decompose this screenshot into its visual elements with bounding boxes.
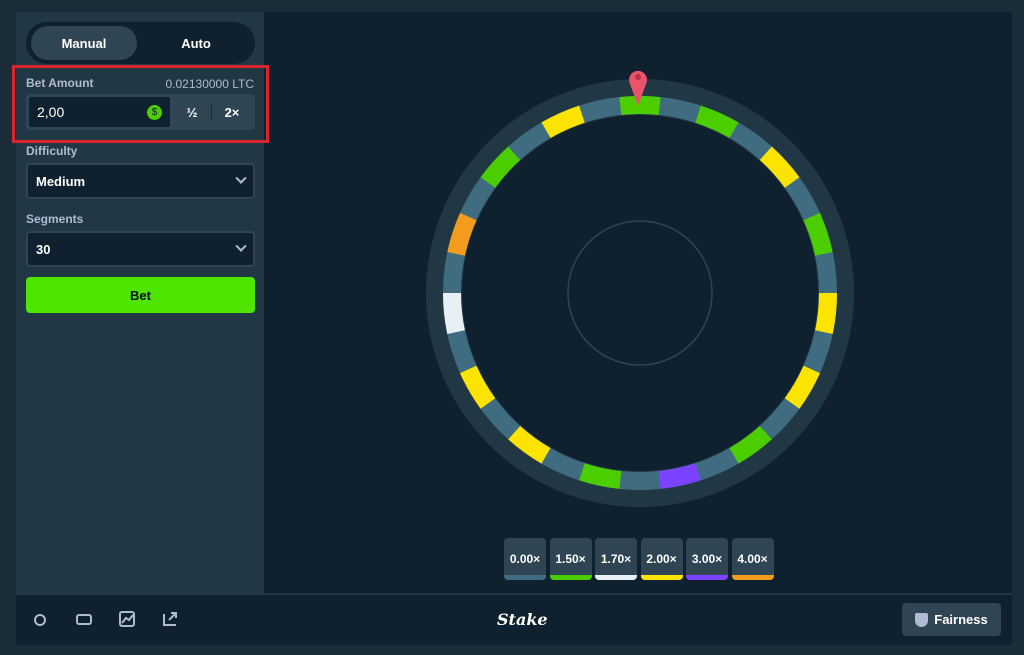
multiplier-color [504,575,546,580]
multiplier-color [549,575,592,580]
fairness-label: Fairness [934,612,988,627]
highlight-box [12,65,269,143]
currency-icon: $ [147,104,162,120]
logo: Stake [497,610,548,629]
wheel-center [567,220,713,366]
multiplier: 1.70× [595,538,637,580]
wheel-segment [579,463,622,489]
wheel-segment [541,105,585,138]
multiplier-color [686,575,728,580]
multiplier-label: 1.50× [555,552,586,566]
wheel-segment [658,463,701,489]
multiplier-label: 3.00× [691,552,723,566]
segments-label: Segments [26,212,84,226]
divider [211,103,212,121]
fairness-button[interactable]: Fairness [902,603,1001,636]
wheel-segment [619,96,661,115]
multiplier-color [640,575,683,580]
wheel-segment [695,105,739,138]
chevron [235,240,247,252]
popout-icon[interactable] [163,612,177,626]
footer [16,593,1012,645]
multiplier: 1.50× [549,538,592,580]
multiplier-label: 2.00× [646,552,677,566]
multiplier-color [731,575,774,580]
multiplier: 2.00× [640,538,683,580]
multiplier: 4.00× [731,538,774,580]
tab-manual[interactable]: Manual [31,26,137,60]
bet-balance: 0.02130000 LTC [165,77,254,91]
pointer-dot [635,74,641,80]
footer-icons [34,611,177,627]
bet-amount: 2,00 [37,104,65,120]
segments-select[interactable]: 30 [26,231,255,267]
wheel-segment [784,365,820,409]
multiplier: 3.00× [686,538,728,580]
segments [443,96,837,489]
stats-icon[interactable] [119,611,135,627]
wheel-segment [759,146,800,188]
chevron [235,172,247,184]
wheel-segment [447,212,477,256]
wheel-segment [729,426,772,464]
multiplier-label: 1.70× [600,552,632,566]
double-button[interactable]: 2× [224,104,240,120]
wheel-segment [803,212,833,256]
pointer [629,70,647,106]
bet-label: Bet Amount [26,76,94,90]
multiplier-label: 0.00× [509,552,541,566]
bet-input[interactable]: 2,00 $ [27,95,172,129]
segments-value: 30 [36,241,51,257]
difficulty-value: Medium [36,173,86,189]
difficulty-label: Difficulty [26,144,78,158]
multiplier-label: 4.00× [737,552,768,566]
bet-button[interactable]: Bet [26,277,255,313]
wheel-segment [480,146,521,188]
stats-line [121,614,134,624]
multiplier: 0.00× [504,538,546,580]
wheel-segment [815,293,837,334]
difficulty-select[interactable]: Medium [26,163,255,199]
tab-auto[interactable]: Auto [181,35,211,51]
multiplier-color [595,575,637,580]
shield-icon [915,612,929,627]
wheel-inner [462,115,818,471]
half-button[interactable]: ½ [186,104,198,120]
wheel-segment [460,365,496,409]
wheel-segment [508,426,551,464]
settings-icon[interactable] [34,614,46,626]
wheel [426,70,854,507]
wheel-segment [443,293,465,334]
theatre-icon[interactable] [76,614,92,625]
